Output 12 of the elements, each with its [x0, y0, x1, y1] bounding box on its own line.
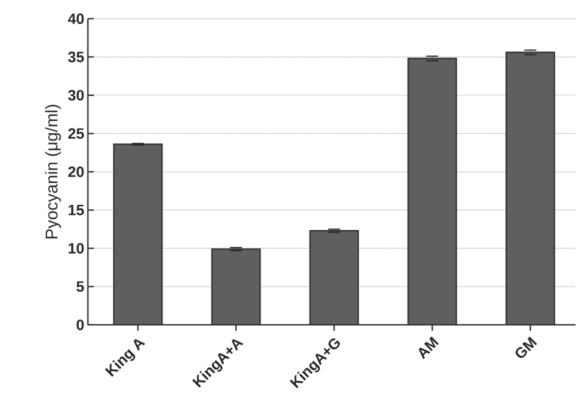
y-tick-label: 10 — [68, 243, 84, 254]
y-tick-label: 25 — [68, 128, 84, 139]
x-tick-label: GM — [516, 336, 538, 358]
y-tick-label: 35 — [68, 52, 84, 62]
y-tick-label: 30 — [68, 90, 84, 101]
y-axis-title: Pyocyanin (μg/ml) — [45, 104, 61, 238]
y-tick-label: 5 — [76, 281, 84, 292]
y-tick-label: 15 — [68, 204, 84, 216]
y-tick-label: 20 — [68, 166, 84, 178]
y-tick-label: 0 — [76, 320, 84, 330]
x-tick-label: AM — [418, 336, 439, 360]
y-tick-label: 40 — [68, 13, 84, 24]
